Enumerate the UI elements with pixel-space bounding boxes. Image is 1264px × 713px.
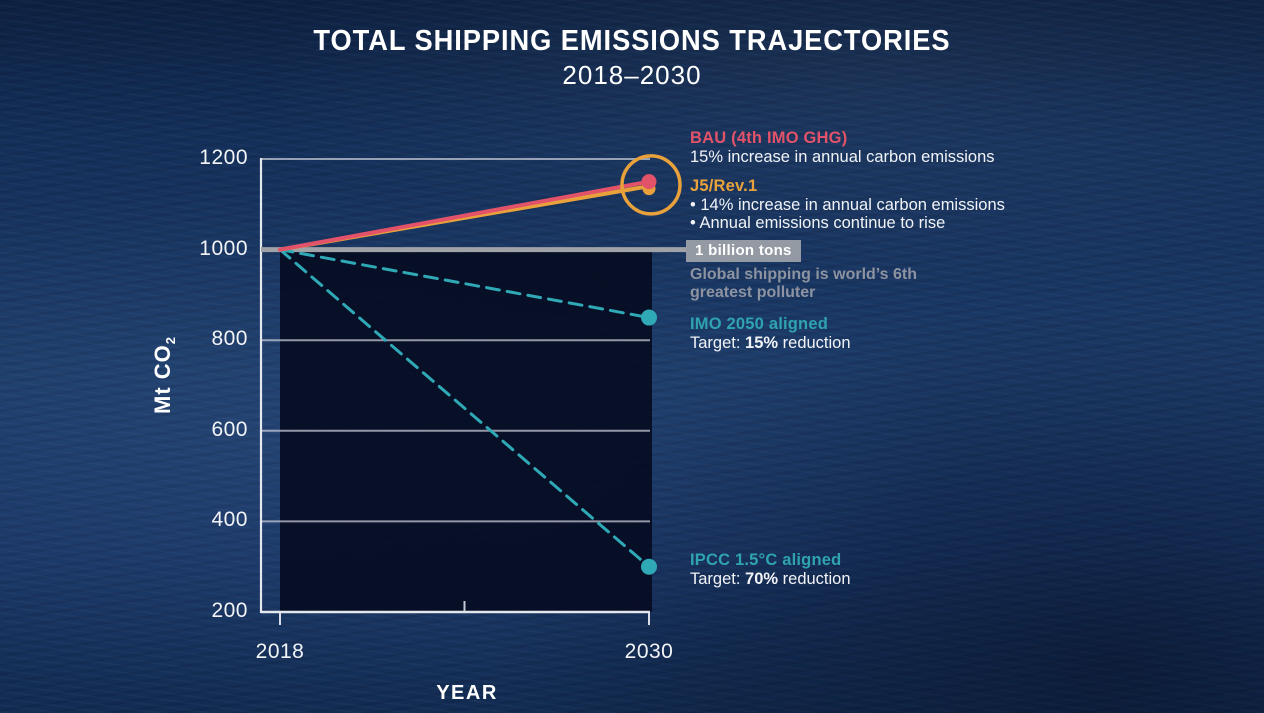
series-line-imo-2050-aligned — [278, 248, 651, 320]
page-subtitle: 2018–2030 — [562, 60, 702, 90]
endpoint-dot-bau-4th-imo-ghg- — [641, 174, 657, 190]
y-tick-label-1200: 1200 — [199, 146, 248, 169]
legend-ipcc-title: IPCC 1.5°C aligned — [690, 551, 842, 569]
x-tick-label-2018: 2018 — [255, 640, 305, 663]
y-tick-label-600: 600 — [211, 417, 248, 441]
highlight-circle-annotation — [620, 154, 682, 216]
endpoint-dot-ipcc-1-5-c-aligned — [641, 558, 657, 575]
legend-j5-title: J5/Rev.1 — [690, 177, 758, 195]
billion-tons-badge: 1 billion tons — [686, 240, 801, 262]
y-tick-label-1000: 1000 — [199, 236, 248, 260]
endpoint-dot-imo-2050-aligned — [641, 309, 657, 326]
x-tick-label-2030: 2030 — [624, 640, 674, 663]
series-line-bau-4th-imo-ghg- — [278, 179, 651, 252]
legend-ipcc-target: Target: 70% reduction — [690, 570, 851, 588]
y-axis-title-subscript: 2 — [163, 336, 178, 345]
polluter-note: Global shipping is world’s 6th greatest … — [690, 266, 917, 302]
series-line-ipcc-1-5-c-aligned — [278, 248, 651, 569]
y-axis-title: Mt CO2 — [150, 315, 180, 435]
y-tick-label-400: 400 — [211, 508, 248, 532]
legend-bau: BAU (4th IMO GHG) 15% increase in annual… — [690, 129, 995, 166]
legend-j5-bullet2: • Annual emissions continue to rise — [690, 214, 946, 232]
legend-bau-desc: 15% increase in annual carbon emissions — [690, 148, 995, 166]
legend-j5: J5/Rev.1 • 14% increase in annual carbon… — [690, 177, 1005, 232]
page-title: TOTAL SHIPPING EMISSIONS TRAJECTORIES — [313, 25, 951, 57]
polluter-note-line2: greatest polluter — [690, 284, 816, 301]
legend-j5-bullet1: • 14% increase in annual carbon emission… — [690, 196, 1005, 214]
legend-imo-title: IMO 2050 aligned — [690, 315, 828, 333]
legend-imo-target: Target: 15% reduction — [690, 334, 851, 352]
y-axis-title-text: Mt CO — [150, 344, 175, 414]
polluter-note-line1: Global shipping is world’s 6th — [690, 266, 917, 283]
x-axis-title: YEAR — [436, 682, 498, 704]
legend-imo: IMO 2050 aligned Target: 15% reduction — [690, 315, 851, 352]
y-tick-label-200: 200 — [211, 599, 248, 622]
y-tick-label-800: 800 — [211, 327, 248, 351]
legend-ipcc: IPCC 1.5°C aligned Target: 70% reduction — [690, 551, 851, 588]
legend-bau-title: BAU (4th IMO GHG) — [690, 129, 848, 147]
